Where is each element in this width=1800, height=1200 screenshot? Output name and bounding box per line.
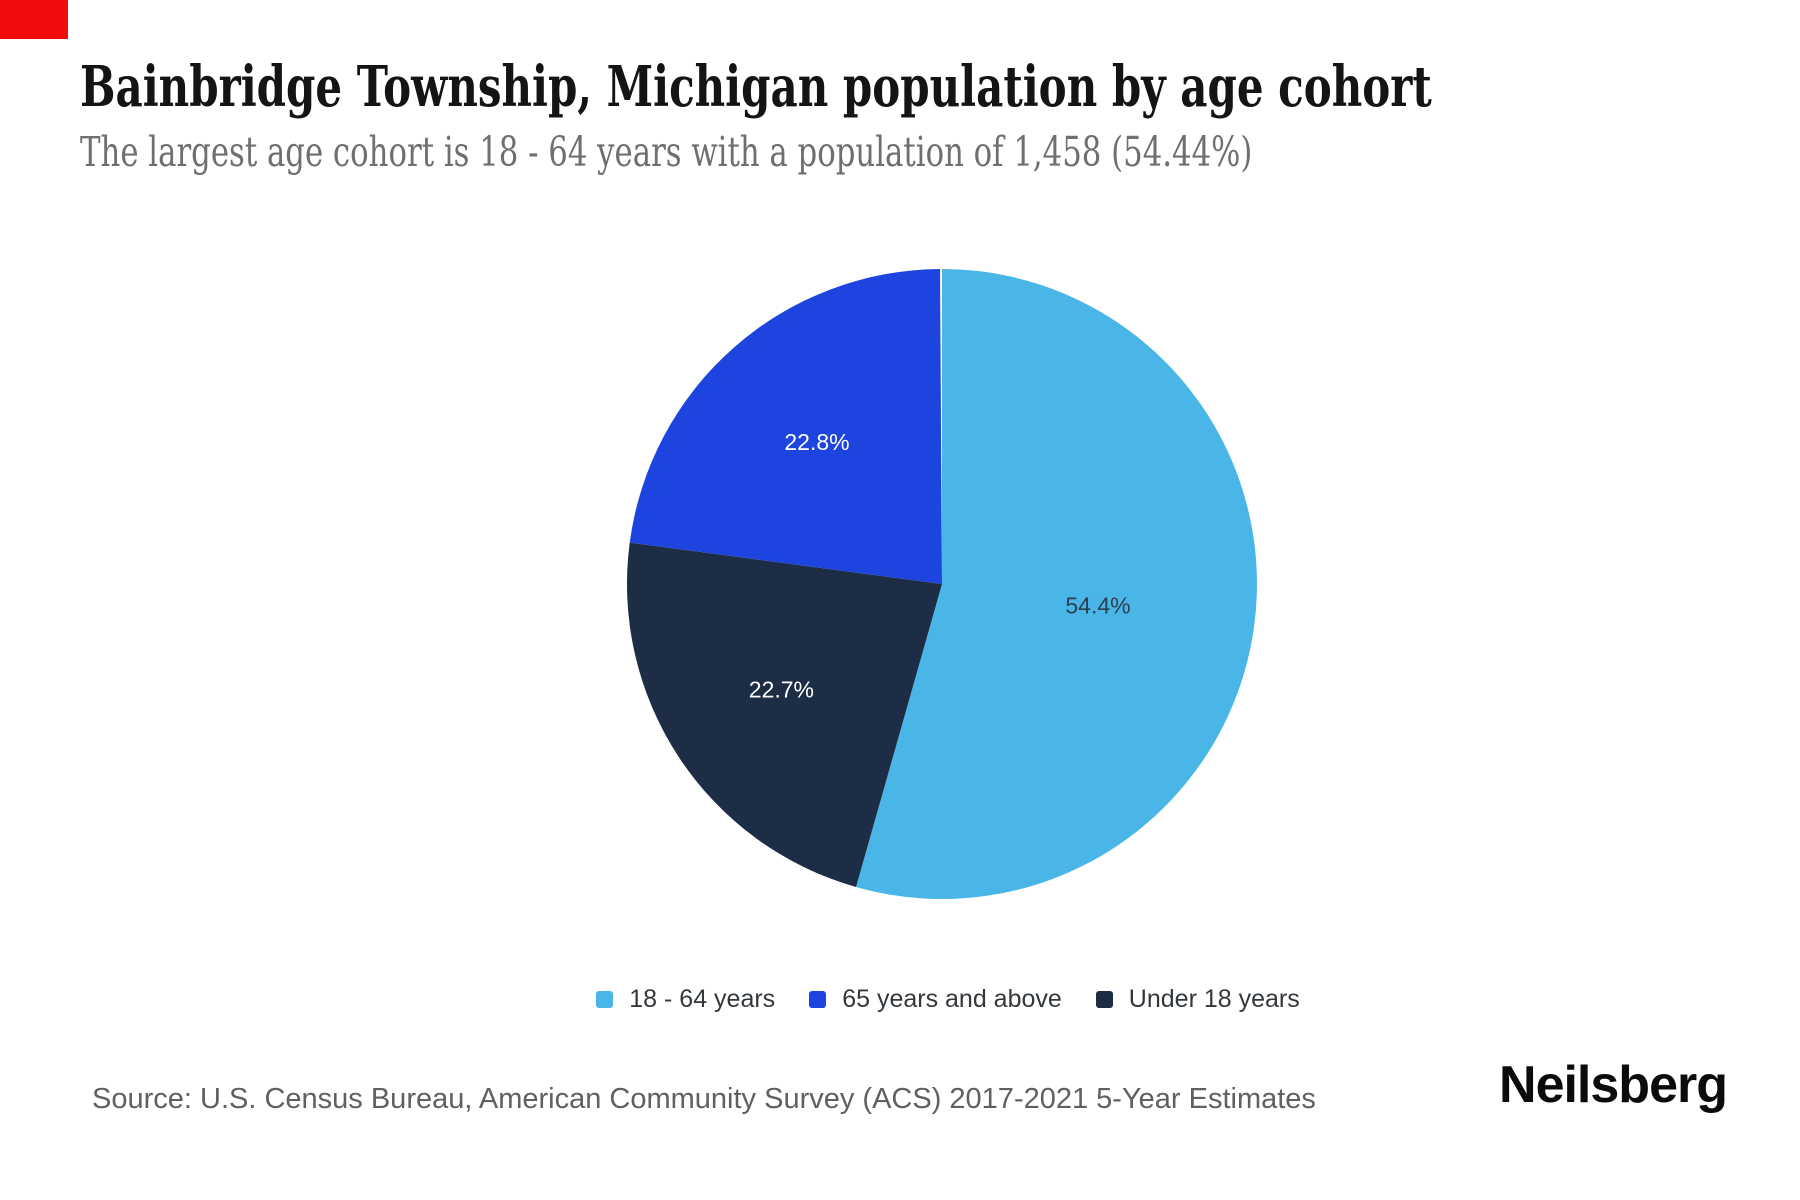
pie-slice-18-64-years[interactable]: [856, 269, 1257, 899]
legend-item-under-18-years[interactable]: Under 18 years: [1095, 984, 1300, 1014]
legend: 18 - 64 years 65 years and above Under 18 …: [96, 984, 1800, 1014]
chart-subtitle: The largest age cohort is 18 - 64 years …: [80, 128, 1253, 176]
brand-logo: Neilsberg: [1499, 1056, 1728, 1114]
chart-title: Bainbridge Township, Michigan population…: [80, 54, 1432, 120]
pie-slice-under-18-years[interactable]: [627, 542, 942, 888]
legend-label: 65 years and above: [842, 985, 1062, 1013]
legend-label: Under 18 years: [1128, 985, 1300, 1013]
pie-chart: 54.4% 22.7% 22.8%: [627, 269, 1257, 899]
legend-label: 18 - 64 years: [629, 985, 776, 1013]
legend-swatch-icon: [596, 990, 614, 1008]
corner-marker: [0, 0, 68, 39]
legend-item-65-years-and-above[interactable]: 65 years and above: [809, 984, 1062, 1014]
pie-slice-label: 54.4%: [1065, 593, 1130, 619]
pie-slice-label: 22.8%: [784, 429, 849, 455]
legend-swatch-icon: [1095, 990, 1113, 1008]
source-text: Source: U.S. Census Bureau, American Com…: [92, 1083, 1316, 1115]
legend-swatch-icon: [809, 990, 827, 1008]
pie-slice-label: 22.7%: [749, 677, 814, 703]
pie-slice-65-years-and-above[interactable]: [629, 269, 942, 584]
legend-item-18-64-years[interactable]: 18 - 64 years: [596, 984, 775, 1014]
